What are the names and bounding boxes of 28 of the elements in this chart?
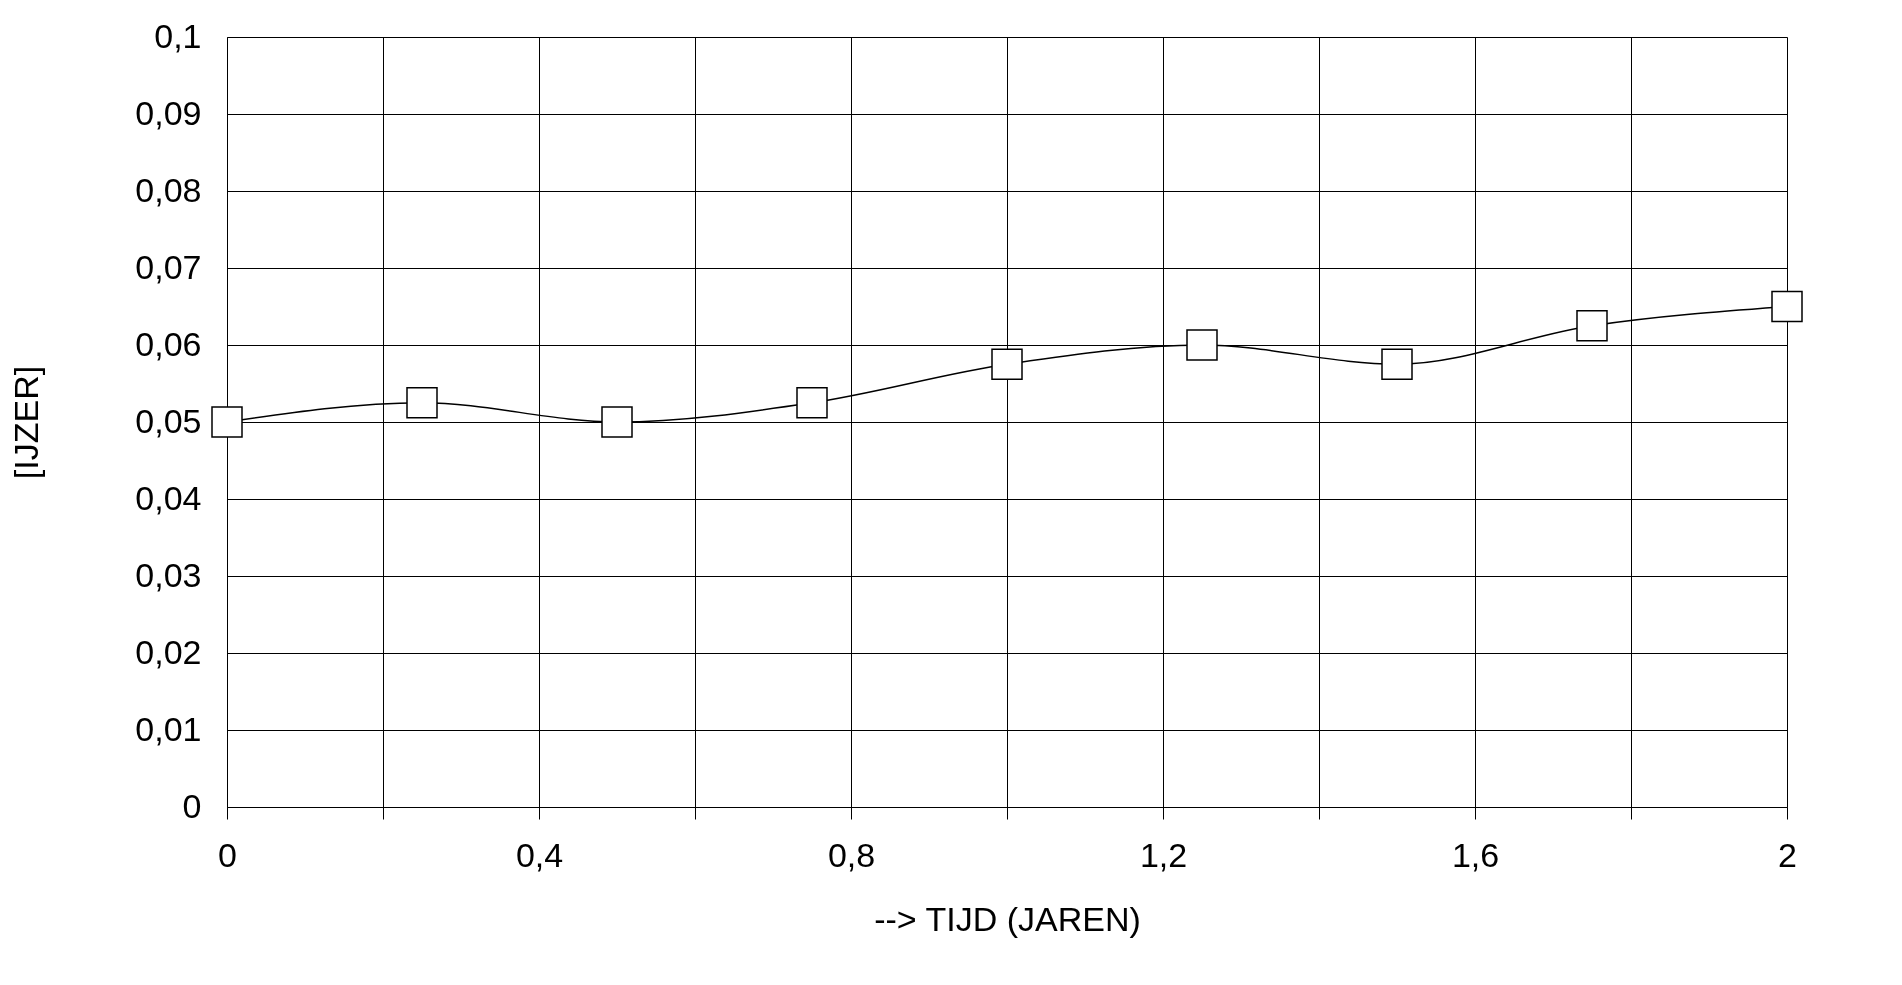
x-tick-label: 2 — [1778, 835, 1797, 874]
y-tick-label: 0 — [182, 786, 202, 825]
y-tick-label: 0,06 — [135, 324, 202, 363]
y-tick-label: 0,07 — [135, 247, 202, 286]
point — [991, 348, 1023, 380]
point — [1576, 310, 1608, 342]
y-tick-label: 0,02 — [135, 632, 202, 671]
y-tick-label: 0,09 — [135, 93, 202, 132]
x-tick-label: 0,4 — [515, 835, 564, 874]
x-axis-title: --> TIJD (JAREN) — [874, 899, 1141, 938]
point — [796, 387, 828, 419]
point — [1186, 329, 1218, 361]
y-tick-label: 0,03 — [135, 555, 202, 594]
x-tick-label: 0,8 — [827, 835, 876, 874]
x-tick-label: 1,6 — [1451, 835, 1500, 874]
y-tick-label: 0,05 — [135, 401, 202, 440]
y-tick-label: 0,1 — [154, 16, 202, 55]
x-tick-label: 0 — [218, 835, 237, 874]
point — [406, 387, 438, 419]
point — [1771, 290, 1803, 323]
point — [1381, 348, 1413, 380]
x-tick-label: 1,2 — [1139, 835, 1188, 874]
point — [601, 406, 633, 438]
y-tick-label: 0,01 — [135, 709, 202, 748]
y-tick-label: 0,08 — [135, 170, 202, 209]
y-axis-title: [IJZER] — [7, 365, 46, 480]
y-tick-label: 0,04 — [135, 478, 202, 517]
point — [211, 406, 243, 438]
